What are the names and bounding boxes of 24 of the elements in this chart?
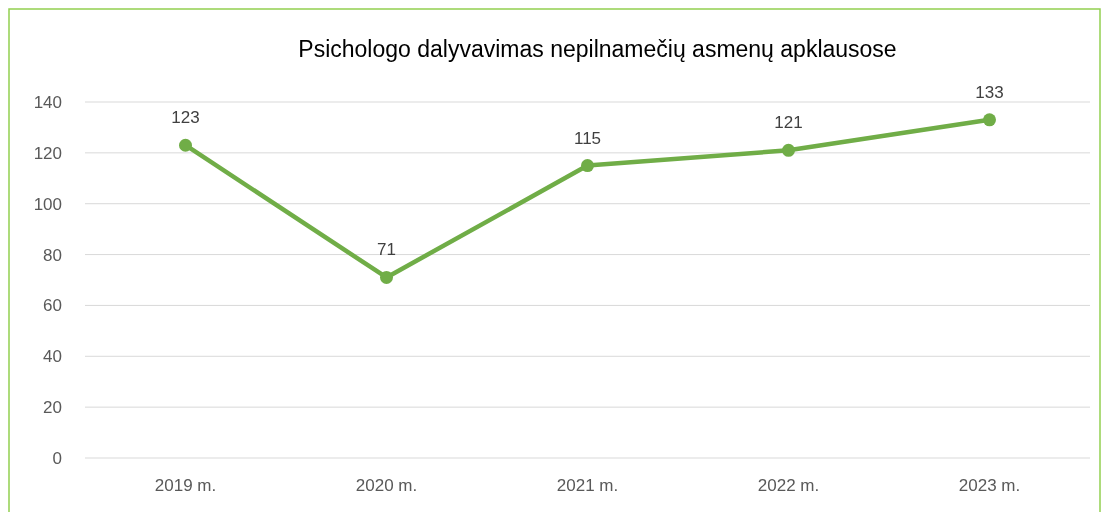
y-tick-label: 60 bbox=[43, 296, 62, 316]
y-tick-label: 40 bbox=[43, 347, 62, 367]
y-tick-label: 80 bbox=[43, 245, 62, 265]
chart-title: Psichologo dalyvavimas nepilnamečių asmenų apklausose bbox=[298, 36, 897, 62]
point bbox=[380, 270, 393, 284]
point bbox=[179, 138, 192, 152]
data-label: 123 bbox=[171, 108, 200, 128]
y-tick-label: 20 bbox=[43, 398, 62, 418]
data-label: 121 bbox=[774, 113, 803, 133]
point bbox=[983, 113, 996, 127]
x-tick-label: 2023 m. bbox=[958, 476, 1021, 495]
x-tick-label: 2020 m. bbox=[355, 476, 418, 495]
y-tick-label: 0 bbox=[52, 448, 62, 468]
y-tick-label: 100 bbox=[33, 194, 62, 214]
point bbox=[782, 143, 795, 157]
point bbox=[581, 159, 594, 173]
data-label: 115 bbox=[573, 128, 602, 148]
data-label: 71 bbox=[377, 240, 396, 260]
x-tick-label: 2021 m. bbox=[556, 476, 619, 495]
y-tick-label: 140 bbox=[33, 92, 62, 112]
x-tick-label: 2019 m. bbox=[154, 476, 217, 495]
y-tick-label: 120 bbox=[33, 143, 62, 163]
x-tick-label: 2022 m. bbox=[757, 476, 820, 495]
data-label: 133 bbox=[975, 82, 1004, 102]
